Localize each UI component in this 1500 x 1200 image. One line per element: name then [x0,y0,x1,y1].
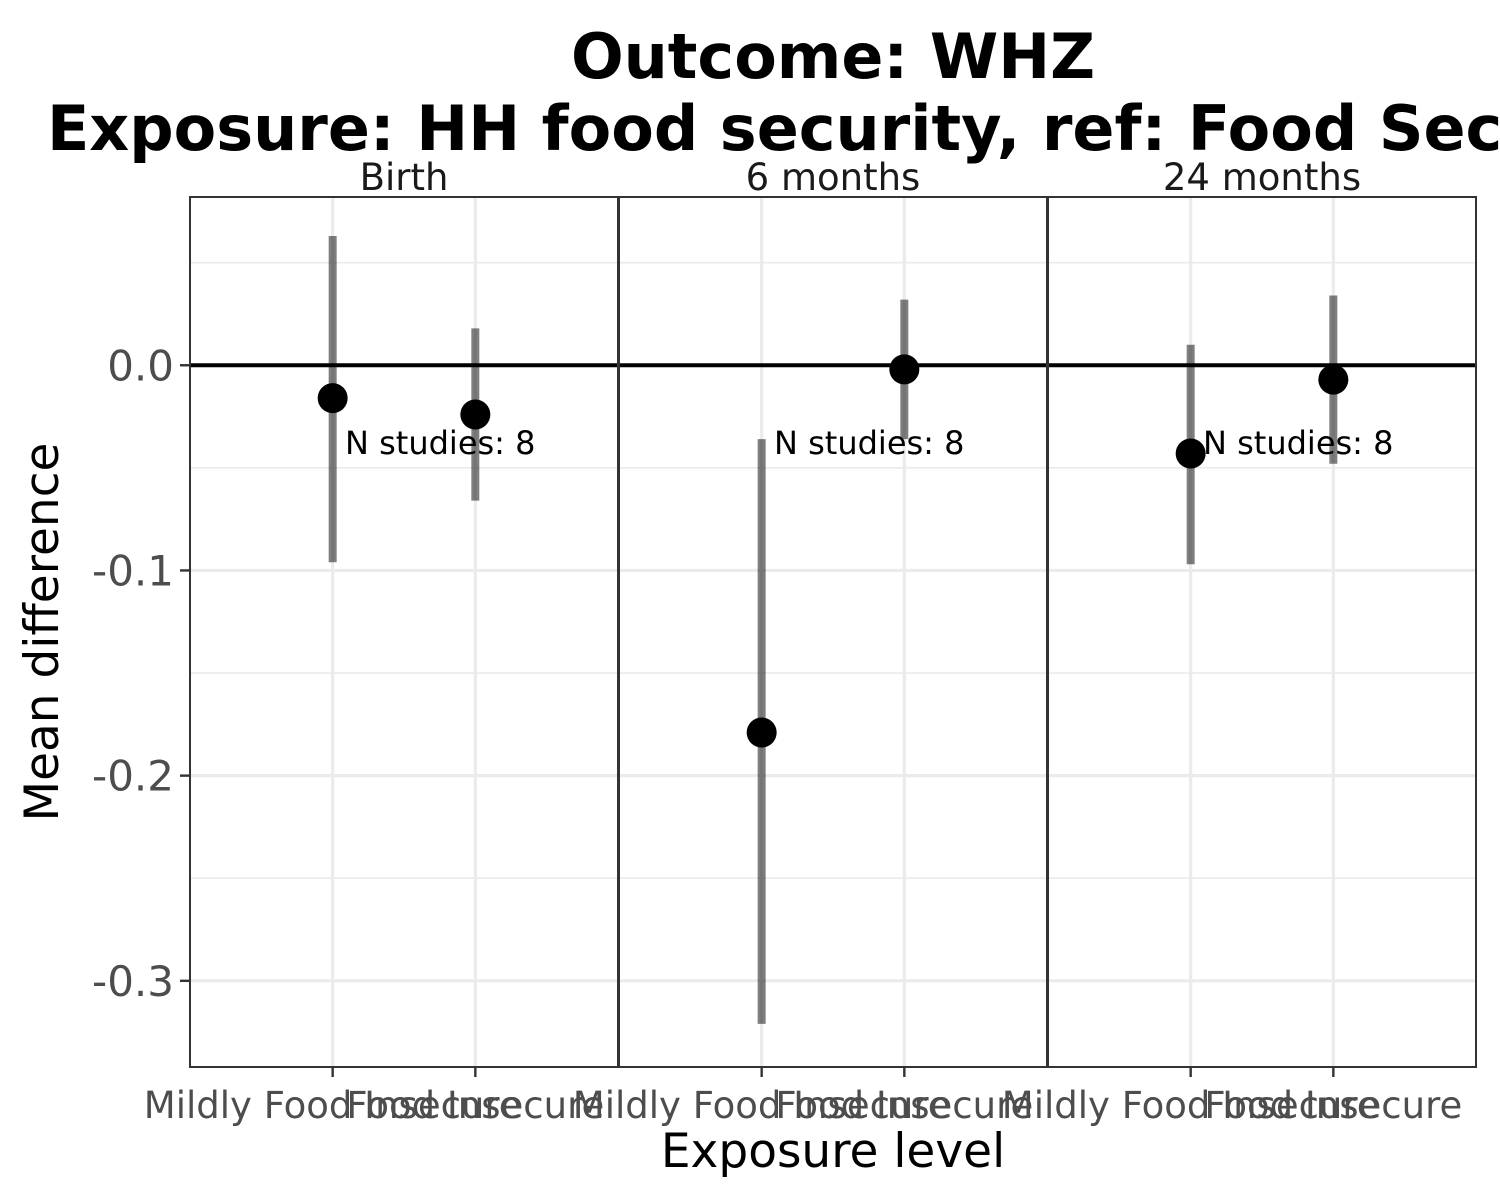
strip-label: Birth [360,156,449,199]
panel-1: N studies: 8 6 months Mildly Food Insecure… [573,156,1048,1127]
point-estimate [317,383,348,414]
x-tick-label: Food Insecure [346,1084,604,1127]
x-tick-label: Food Insecure [1204,1084,1462,1127]
annotation-n-studies: N studies: 8 [1203,424,1393,462]
panel-border [1047,196,1477,1068]
y-tick-label: -0.2 [92,752,174,801]
x-tick-label: Mildly Food Insecure [1002,1084,1380,1127]
y-axis: 0.0 -0.1 -0.2 -0.3 [92,341,190,1006]
annotation-n-studies: N studies: 8 [345,424,535,462]
panel-0: N studies: 8 Birth Mildly Food InsecureFoo… [144,156,619,1127]
panel-border [189,196,619,1068]
panel-2: N studies: 8 24 months Mildly Food Insecur… [1002,156,1477,1127]
chart-title-line-1: Outcome: WHZ [571,20,1095,93]
x-tick-label: Mildly Food Insecure [573,1084,951,1127]
point-estimate [889,354,920,385]
panel-border [618,196,1048,1068]
point-estimate [1318,364,1349,395]
point-estimate [746,717,777,748]
y-tick-label: -0.1 [92,546,174,595]
chart-titles: Outcome: WHZ Exposure: HH food security,… [47,20,1500,165]
strip-label: 24 months [1163,156,1361,199]
strip-label: 6 months [746,156,921,199]
x-axis-title: Exposure level [661,1124,1005,1179]
y-tick-label: -0.3 [92,957,174,1006]
annotation-n-studies: N studies: 8 [774,424,964,462]
y-axis-title: Mean difference [15,443,70,822]
x-tick-label: Mildly Food Insecure [144,1084,522,1127]
point-estimate [1175,438,1206,469]
x-tick-label: Food Insecure [775,1084,1033,1127]
point-estimate [460,399,491,430]
chart-title-line-2: Exposure: HH food security, ref: Food Se… [47,92,1500,165]
y-tick-label: 0.0 [107,341,174,390]
